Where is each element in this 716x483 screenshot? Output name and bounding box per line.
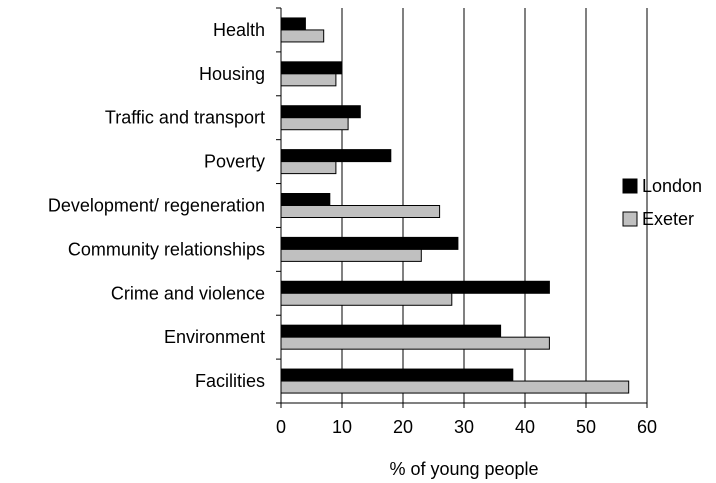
bar-london-community-relationships bbox=[280, 236, 459, 250]
legend-swatch-exeter bbox=[622, 211, 638, 227]
bar-exeter-poverty bbox=[280, 161, 337, 175]
bar-london-poverty bbox=[280, 149, 392, 163]
bar-london-crime-and-violence bbox=[280, 280, 550, 294]
axes bbox=[276, 7, 648, 408]
category-label-environment: Environment bbox=[164, 327, 265, 347]
legend-label-exeter: Exeter bbox=[642, 209, 694, 229]
bar-london-environment bbox=[280, 324, 502, 338]
bar-exeter-community-relationships bbox=[280, 248, 422, 262]
legend: London Exeter bbox=[622, 176, 702, 229]
x-tick-label-10: 10 bbox=[332, 417, 352, 437]
category-labels: Health Housing Traffic and transport Povert… bbox=[48, 20, 265, 391]
bar-london-health bbox=[280, 17, 306, 31]
x-tick-labels: 0 10 20 30 40 50 60 bbox=[276, 417, 657, 437]
bar-exeter-housing bbox=[280, 73, 337, 87]
x-tick-label-20: 20 bbox=[393, 417, 413, 437]
bar-exeter-traffic-and-transport bbox=[280, 117, 349, 131]
category-label-facilities: Facilities bbox=[195, 371, 265, 391]
x-tick-label-50: 50 bbox=[576, 417, 596, 437]
legend-swatch-london bbox=[622, 178, 638, 194]
bar-london-traffic-and-transport bbox=[280, 105, 361, 119]
category-label-poverty: Poverty bbox=[204, 152, 265, 172]
x-tick-label-60: 60 bbox=[637, 417, 657, 437]
bar-exeter-crime-and-violence bbox=[280, 292, 453, 306]
x-tick-label-30: 30 bbox=[454, 417, 474, 437]
category-label-traffic-and-transport: Traffic and transport bbox=[105, 108, 265, 128]
bar-exeter-facilities bbox=[280, 380, 630, 394]
category-label-development-regeneration: Development/ regeneration bbox=[48, 196, 265, 216]
bar-exeter-environment bbox=[280, 336, 550, 350]
category-label-community-relationships: Community relationships bbox=[68, 239, 265, 259]
bar-exeter-development-regeneration bbox=[280, 205, 441, 218]
x-axis-title: % of young people bbox=[389, 459, 538, 479]
category-label-health: Health bbox=[213, 20, 265, 40]
bar-exeter-health bbox=[280, 29, 325, 43]
category-label-crime-and-violence: Crime and violence bbox=[111, 283, 265, 303]
legend-label-london: London bbox=[642, 176, 702, 196]
x-tick-label-40: 40 bbox=[515, 417, 535, 437]
bar-london-development-regeneration bbox=[280, 193, 331, 206]
category-label-housing: Housing bbox=[199, 64, 265, 84]
bars bbox=[280, 17, 630, 394]
bar-london-facilities bbox=[280, 368, 514, 382]
x-tick-label-0: 0 bbox=[276, 417, 286, 437]
bar-london-housing bbox=[280, 61, 343, 75]
